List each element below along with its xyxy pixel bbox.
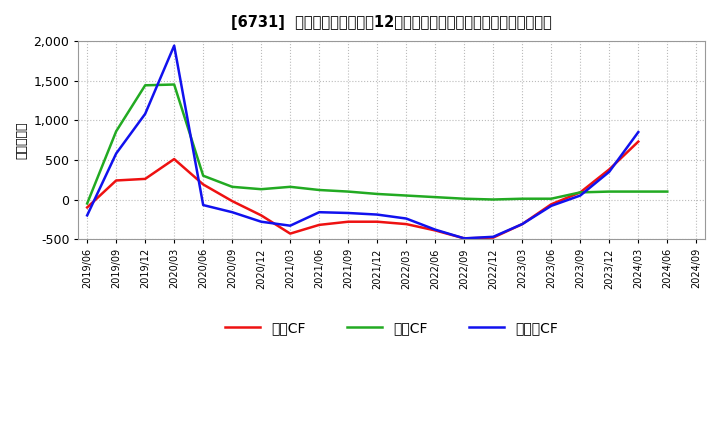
投資CF bbox=[605, 189, 613, 194]
フリーCF bbox=[634, 129, 643, 135]
投資CF bbox=[83, 201, 91, 206]
投資CF bbox=[460, 196, 469, 202]
営業CF bbox=[170, 157, 179, 162]
Y-axis label: （百万円）: （百万円） bbox=[15, 121, 28, 159]
投資CF bbox=[518, 196, 526, 202]
投資CF bbox=[170, 82, 179, 87]
フリーCF bbox=[286, 223, 294, 228]
フリーCF bbox=[170, 43, 179, 48]
Legend: 営業CF, 投資CF, フリーCF: 営業CF, 投資CF, フリーCF bbox=[220, 315, 564, 341]
営業CF bbox=[431, 228, 439, 233]
営業CF bbox=[228, 198, 236, 204]
投資CF bbox=[373, 191, 382, 197]
営業CF bbox=[576, 190, 585, 195]
投資CF bbox=[199, 173, 207, 178]
営業CF bbox=[286, 231, 294, 236]
フリーCF bbox=[431, 227, 439, 232]
フリーCF bbox=[605, 169, 613, 174]
営業CF bbox=[489, 235, 498, 240]
営業CF bbox=[83, 205, 91, 210]
営業CF bbox=[460, 236, 469, 241]
投資CF bbox=[257, 187, 266, 192]
フリーCF bbox=[460, 236, 469, 241]
フリーCF bbox=[141, 111, 150, 117]
投資CF bbox=[576, 190, 585, 195]
フリーCF bbox=[518, 221, 526, 227]
営業CF bbox=[605, 167, 613, 172]
Line: 投資CF: 投資CF bbox=[87, 84, 667, 203]
投資CF bbox=[344, 189, 353, 194]
投資CF bbox=[489, 197, 498, 202]
フリーCF bbox=[547, 203, 556, 209]
営業CF bbox=[547, 202, 556, 207]
投資CF bbox=[402, 193, 410, 198]
フリーCF bbox=[228, 209, 236, 215]
営業CF bbox=[257, 213, 266, 218]
投資CF bbox=[286, 184, 294, 190]
フリーCF bbox=[402, 216, 410, 221]
投資CF bbox=[315, 187, 323, 193]
営業CF bbox=[373, 219, 382, 224]
営業CF bbox=[344, 219, 353, 224]
営業CF bbox=[315, 222, 323, 227]
投資CF bbox=[112, 128, 120, 134]
フリーCF bbox=[373, 212, 382, 217]
営業CF bbox=[402, 221, 410, 227]
投資CF bbox=[228, 184, 236, 190]
フリーCF bbox=[112, 151, 120, 156]
営業CF bbox=[634, 139, 643, 144]
投資CF bbox=[431, 194, 439, 200]
営業CF bbox=[518, 221, 526, 227]
営業CF bbox=[112, 178, 120, 183]
Title: [6731]  キャッシュフローの12か月移動合計の対前年同期増減額の推移: [6731] キャッシュフローの12か月移動合計の対前年同期増減額の推移 bbox=[231, 15, 552, 30]
Line: 営業CF: 営業CF bbox=[87, 142, 639, 238]
投資CF bbox=[663, 189, 672, 194]
フリーCF bbox=[315, 209, 323, 215]
投資CF bbox=[141, 83, 150, 88]
フリーCF bbox=[344, 210, 353, 216]
フリーCF bbox=[257, 219, 266, 224]
フリーCF bbox=[576, 193, 585, 198]
フリーCF bbox=[83, 213, 91, 218]
Line: フリーCF: フリーCF bbox=[87, 46, 639, 238]
フリーCF bbox=[489, 234, 498, 239]
営業CF bbox=[141, 176, 150, 182]
営業CF bbox=[199, 182, 207, 187]
フリーCF bbox=[199, 202, 207, 208]
投資CF bbox=[547, 196, 556, 202]
投資CF bbox=[634, 189, 643, 194]
